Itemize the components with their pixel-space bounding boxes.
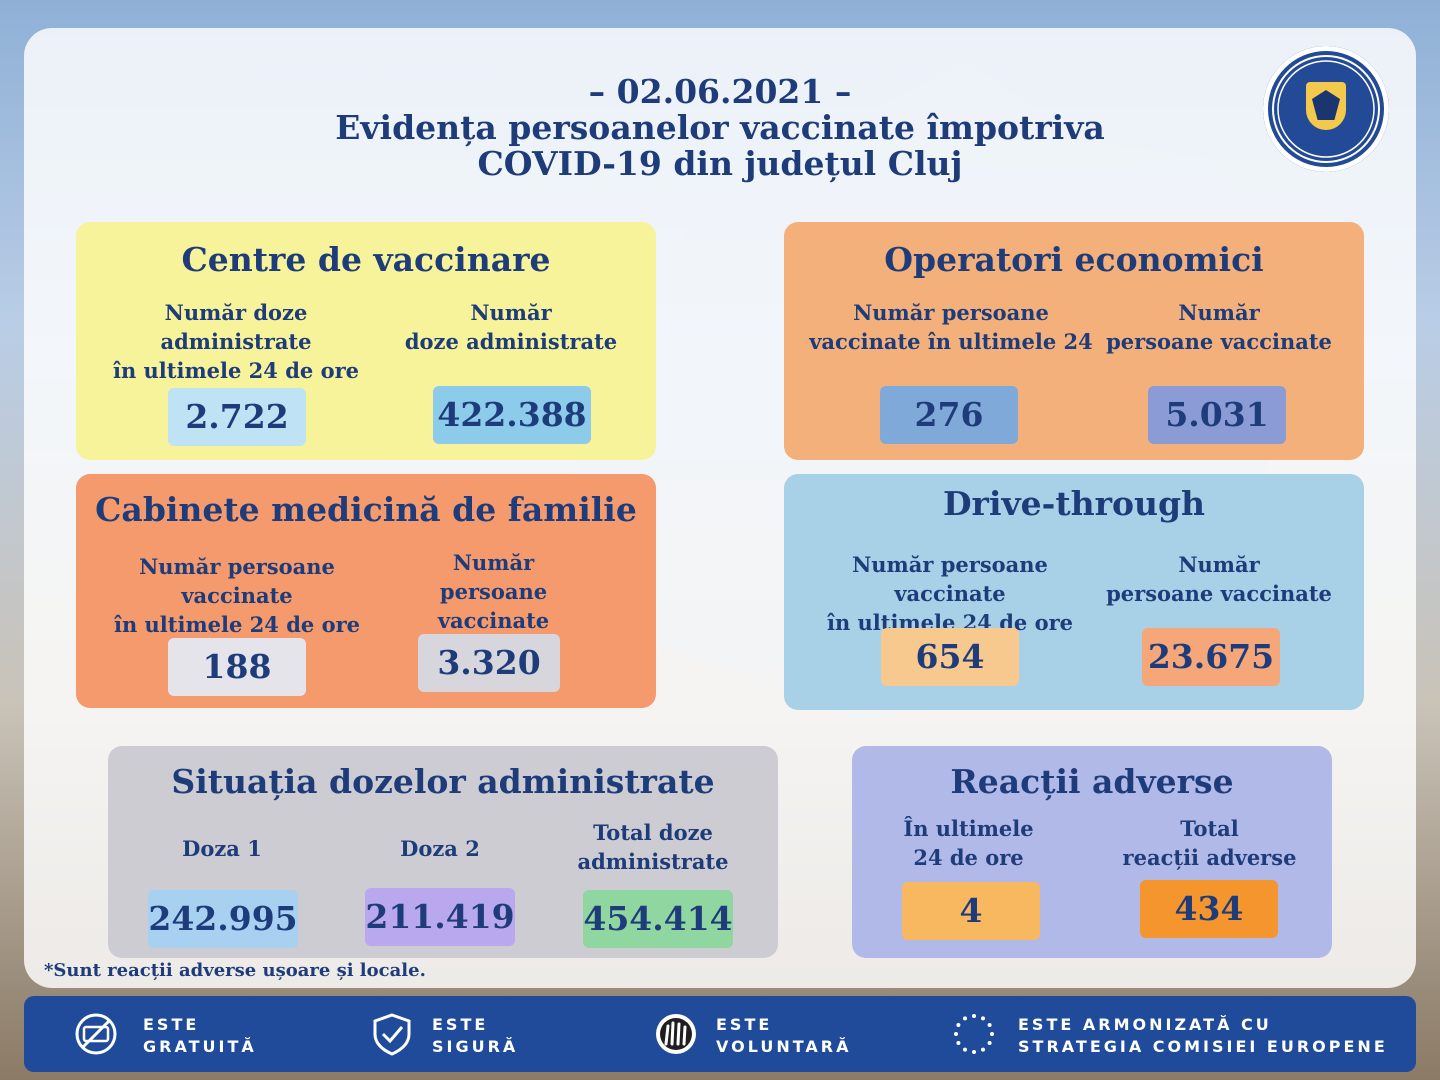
situatia-value-total: 454.414 <box>583 890 733 948</box>
centre-value-total: 422.388 <box>433 386 591 444</box>
feature-eu-text: ESTE ARMONIZATĂ CU STRATEGIA COMISIEI EU… <box>1018 1015 1388 1056</box>
feature-free-text: ESTE GRATUITĂ <box>143 1015 257 1056</box>
cabinete-value-24h: 188 <box>168 638 306 696</box>
logo-ring-icon <box>1277 60 1375 158</box>
centre-label-total: Număr doze administrate <box>404 300 618 354</box>
cabinete-card: Cabinete medicină de familie Număr perso… <box>76 474 656 708</box>
report-date: – 02.06.2021 – <box>588 72 852 111</box>
operatori-label-total: Număr persoane vaccinate <box>1106 300 1332 354</box>
free-icon <box>75 1013 117 1055</box>
centre-title: Centre de vaccinare <box>181 240 551 279</box>
centre-label-24h: Număr doze administrate în ultimele 24 d… <box>112 300 360 383</box>
operatori-card: Operatori economici Număr persoane vacci… <box>784 222 1364 460</box>
situatia-label-total: Total doze administrate <box>577 820 729 874</box>
drive-value-24h: 654 <box>881 628 1019 686</box>
reactii-label-24h: În ultimele 24 de ore <box>903 816 1034 870</box>
raised-hands-icon <box>656 1014 696 1054</box>
reactii-card: Reacții adverse În ultimele 24 de ore To… <box>852 746 1332 958</box>
cabinete-value-total: 3.320 <box>418 634 560 692</box>
drive-title: Drive-through <box>942 484 1206 523</box>
situatia-value-doza2: 211.419 <box>365 888 515 946</box>
shield-check-icon <box>373 1013 411 1056</box>
situatia-label-doza1: Doza 1 <box>182 836 262 861</box>
prefecture-logo <box>1263 46 1389 172</box>
centre-value-24h: 2.722 <box>168 388 306 446</box>
eu-stars-icon <box>954 1014 994 1054</box>
cabinete-label-total: Număr persoane vaccinate <box>437 550 550 633</box>
footnote: *Sunt reacții adverse ușoare și locale. <box>44 960 426 981</box>
page-title-line2: COVID-19 din județul Cluj <box>477 144 963 183</box>
reactii-value-24h: 4 <box>902 882 1040 940</box>
drive-label-24h: Număr persoane vaccinate în ultimele 24 … <box>826 552 1074 635</box>
situatia-card: Situația dozelor administrate Doza 1 Doz… <box>108 746 778 958</box>
situatia-title: Situația dozelor administrate <box>171 762 715 801</box>
centre-vaccinare-card: Centre de vaccinare Număr doze administr… <box>76 222 656 460</box>
cabinete-title: Cabinete medicină de familie <box>95 490 637 529</box>
operatori-label-24h: Număr persoane vaccinate în ultimele 24 <box>809 300 1093 354</box>
feature-safe-text: ESTE SIGURĂ <box>432 1015 519 1056</box>
situatia-label-doza2: Doza 2 <box>400 836 480 861</box>
cabinete-label-24h: Număr persoane vaccinate în ultimele 24 … <box>113 554 361 637</box>
drive-through-card: Drive-through Număr persoane vaccinate î… <box>784 474 1364 710</box>
drive-value-total: 23.675 <box>1142 628 1280 686</box>
operatori-value-total: 5.031 <box>1148 386 1286 444</box>
footer-bar <box>24 996 1416 1072</box>
situatia-value-doza1: 242.995 <box>148 890 298 948</box>
operatori-title: Operatori economici <box>884 240 1264 279</box>
feature-voluntary-text: ESTE VOLUNTARĂ <box>716 1015 852 1056</box>
reactii-value-total: 434 <box>1140 880 1278 938</box>
page-title-line1: Evidența persoanelor vaccinate împotriva <box>335 108 1105 147</box>
operatori-value-24h: 276 <box>880 386 1018 444</box>
reactii-label-total: Total reacții adverse <box>1122 816 1297 870</box>
reactii-title: Reacții adverse <box>950 762 1234 801</box>
drive-label-total: Număr persoane vaccinate <box>1106 552 1332 606</box>
